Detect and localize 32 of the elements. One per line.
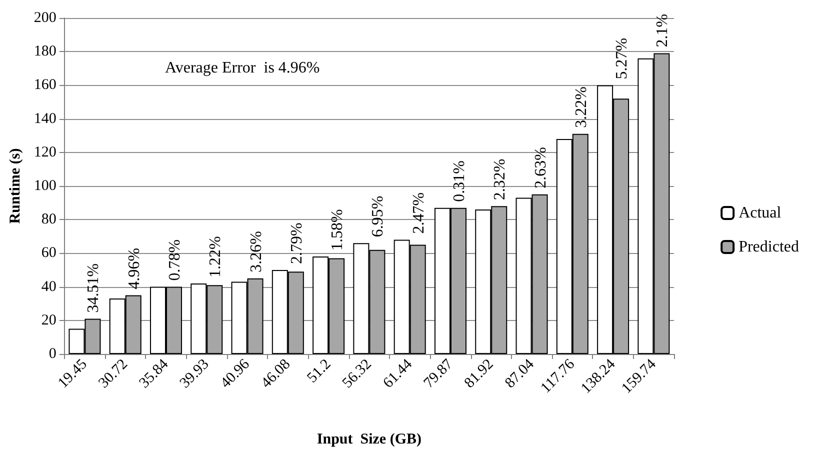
annotation: 6.95%: [370, 196, 387, 238]
y-tick-label: 180: [34, 44, 56, 60]
x-tick-label: 51.2: [304, 356, 334, 386]
y-tick-label: 60: [41, 245, 56, 262]
legend-label: Predicted: [738, 238, 799, 256]
y-tick-label: 200: [34, 10, 56, 26]
y-tick-label: 80: [41, 212, 56, 228]
y-tick-label: 0: [48, 346, 56, 362]
x-axis-title: Input Size (GB): [316, 432, 422, 448]
annotation: 34.51%: [85, 263, 102, 313]
y-axis-title: Runtime (s): [8, 148, 24, 224]
annotation: 5.27%: [614, 38, 631, 80]
annotation: Average Error is 4.96%: [165, 60, 320, 76]
annotation: 1.22%: [207, 236, 224, 278]
annotation: 3.22%: [572, 86, 590, 128]
annotation: 0.78%: [166, 239, 184, 281]
y-tick-label: 100: [34, 178, 56, 194]
y-tick-label: 160: [34, 77, 56, 94]
annotation: 2.1%: [654, 14, 672, 48]
annotation: 2.32%: [492, 158, 509, 200]
annotation: 4.96%: [126, 248, 143, 290]
annotation: 0.31%: [450, 160, 468, 202]
annotation: 2.63%: [532, 147, 550, 188]
annotation: 1.58%: [329, 209, 346, 251]
annotation: 3.26%: [248, 231, 265, 272]
y-tick-label: 120: [34, 144, 56, 160]
annotation: 2.79%: [288, 222, 306, 264]
annotation: 2.47%: [410, 192, 428, 234]
y-tick-label: 140: [34, 110, 56, 127]
y-tick-label: 20: [41, 312, 56, 328]
legend-label: Actual: [738, 204, 782, 222]
y-tick-label: 40: [41, 278, 56, 295]
